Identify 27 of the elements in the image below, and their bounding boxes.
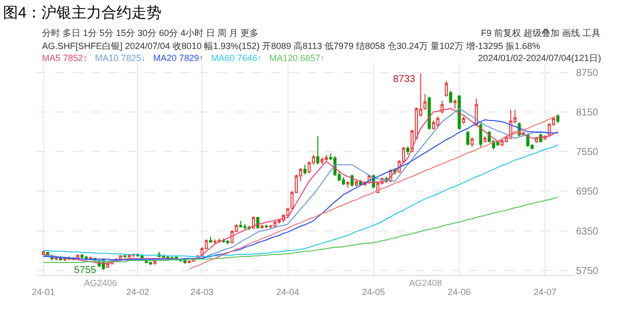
chart-title: 图4：沪银主力合约走势 <box>3 4 162 22</box>
text: AG2406 <box>84 278 118 288</box>
text: AG2408 <box>409 278 442 288</box>
y-tick-label: 5750 <box>576 266 599 277</box>
x-tick-label: 24-06 <box>448 286 471 297</box>
y-tick-label: 8750 <box>576 68 599 79</box>
x-tick-label: 24-04 <box>276 286 300 297</box>
annotation: 8733 <box>393 74 416 85</box>
y-tick-label: 8150 <box>576 107 599 118</box>
text: MA5 7852↑ <box>42 53 88 63</box>
text: F9 前复权 超级叠加 画线 工具 <box>481 28 601 38</box>
text: 分时 多日 1分 5分 15分 30分 60分 4小时 日 周 月 更多 <box>42 28 259 38</box>
text: MA120 6857↑ <box>269 53 325 63</box>
text: 2024/01/02-2024/07/04(121日) <box>478 53 602 63</box>
y-tick-label: 6350 <box>576 226 599 238</box>
x-tick-label: 24-02 <box>126 286 150 297</box>
text: MA10 7825↓ <box>95 53 146 63</box>
y-tick-label: 6950 <box>576 186 599 198</box>
x-tick-label: 24-01 <box>32 286 55 297</box>
y-tick-label: 7550 <box>576 147 599 158</box>
text: AG.SHF[SHFE白银] 2024/07/04 收8010 幅1.93%(152) 开8089 高8113 低7979 结8058 仓30.24万 量102万 增-13295 振1.68% <box>42 41 540 51</box>
annotation: 5755 <box>74 265 97 276</box>
x-tick-label: 24-07 <box>533 286 557 297</box>
text: MA20 7829↑ <box>153 53 204 63</box>
x-tick-label: 24-05 <box>362 286 386 297</box>
x-tick-label: 24-03 <box>190 286 214 297</box>
text: MA60 7646↑ <box>211 53 262 63</box>
